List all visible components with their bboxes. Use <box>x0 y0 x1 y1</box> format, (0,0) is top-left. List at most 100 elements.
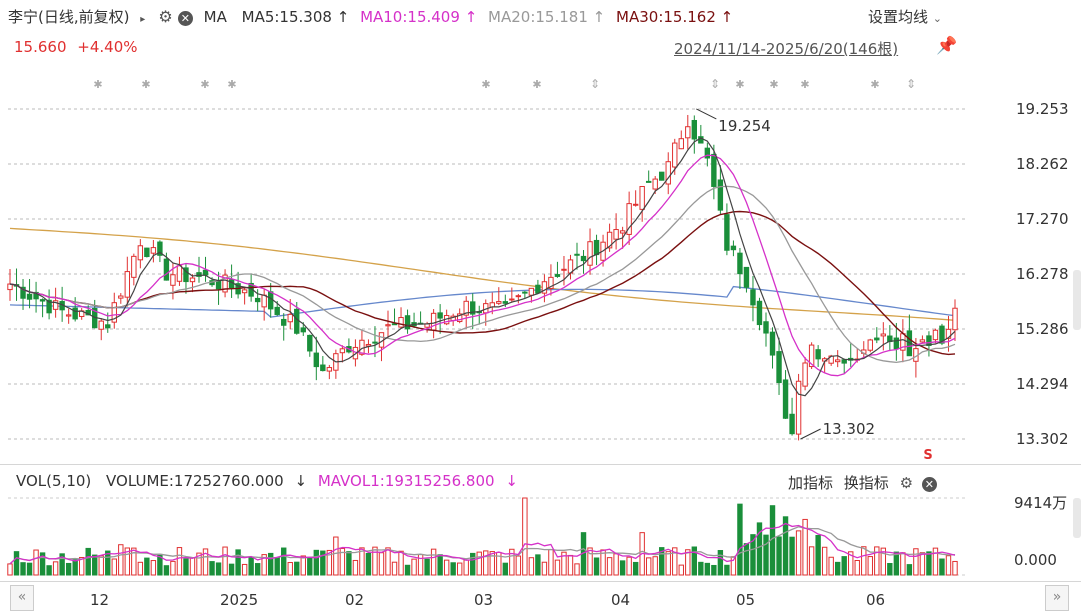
volume-bar <box>952 560 958 576</box>
volume-bar <box>613 553 619 576</box>
volume-bar <box>815 534 821 576</box>
ma-settings-label: 设置均线 <box>868 8 929 26</box>
candle <box>281 318 287 326</box>
volume-bar <box>443 559 450 576</box>
candle <box>437 312 443 319</box>
volume-bar <box>522 497 528 576</box>
high-annotation-pointer <box>696 108 717 120</box>
volume-bar <box>926 551 932 576</box>
volume-bar <box>72 559 78 576</box>
candle <box>795 380 802 435</box>
signal-marker: ✱ <box>227 78 236 91</box>
volume-bar <box>606 557 613 576</box>
change-indicator-button[interactable]: 换指标 <box>843 474 889 492</box>
gear-icon[interactable]: ⚙ <box>899 474 914 492</box>
gear-icon[interactable]: ⚙ <box>158 7 173 26</box>
volume-bar <box>880 547 887 576</box>
volume-bar <box>359 547 365 576</box>
volume-bar <box>548 549 554 576</box>
volume-bar <box>287 562 293 576</box>
volume-bar <box>404 564 411 576</box>
candle <box>157 241 163 256</box>
candle <box>72 307 78 320</box>
ma5-line <box>9 137 956 397</box>
low-annotation-pointer <box>800 428 821 440</box>
candle <box>652 178 658 190</box>
candle <box>254 297 261 303</box>
close-icon[interactable]: ✕ <box>177 11 193 26</box>
candlestick-chart[interactable]: 19.253 18.262 17.270 16.278 15.286 14.294 13.3… <box>0 66 1081 466</box>
volume-bar <box>698 561 704 576</box>
candle <box>150 247 157 254</box>
candle <box>893 337 900 350</box>
close-icon[interactable]: ✕ <box>921 477 937 492</box>
candle <box>730 245 737 251</box>
scrollbar-thumb[interactable] <box>1073 498 1081 538</box>
candle <box>509 298 515 301</box>
volume-bar <box>678 564 684 576</box>
volume-bar <box>593 557 600 576</box>
volume-bar <box>743 543 750 576</box>
x-tick-label: 02 <box>345 591 365 609</box>
volume-bar <box>215 562 222 576</box>
candle <box>841 359 847 364</box>
volume-bar <box>150 560 157 576</box>
candle <box>945 328 952 339</box>
ma-settings-button[interactable]: 设置均线 ⌄ <box>868 6 942 27</box>
candle <box>131 255 137 278</box>
ma30-arrow: ↑ <box>720 8 734 26</box>
stock-title: 李宁(日线,前复权) <box>8 8 130 26</box>
volume-chart[interactable]: 9414万 0.000 <box>0 490 1081 580</box>
candle <box>561 268 567 271</box>
ma30-value: MA30:15.162 <box>616 8 716 26</box>
volume-bar <box>7 563 13 576</box>
candle <box>33 291 39 300</box>
volume-bar <box>437 554 443 576</box>
scroll-left-button[interactable]: « <box>10 585 34 611</box>
volume-bar <box>776 536 782 576</box>
candle <box>105 324 111 329</box>
volume-bar <box>665 551 671 576</box>
volume-bar <box>430 548 437 576</box>
volume-bar <box>535 554 541 576</box>
pin-icon[interactable]: 📌 <box>936 36 958 56</box>
volume-bar <box>254 563 261 576</box>
candle <box>52 300 59 310</box>
candle <box>548 276 554 289</box>
volume-bar <box>763 534 769 576</box>
volume-bar <box>300 555 306 576</box>
candle <box>952 307 958 331</box>
volume-bar <box>261 554 267 576</box>
panel-divider <box>0 464 1081 465</box>
candle <box>307 334 313 352</box>
y-tick-label: 17.270 <box>1016 210 1069 228</box>
candle <box>339 348 346 354</box>
signal-marker: ⇕ <box>590 77 600 91</box>
ma20-value: MA20:15.181 <box>488 8 588 26</box>
volume-bar <box>346 551 352 576</box>
ma20-arrow: ↑ <box>592 8 606 26</box>
candle <box>241 289 248 294</box>
volume-bar <box>46 565 52 576</box>
signal-marker: ✱ <box>532 78 541 91</box>
scrollbar-thumb[interactable] <box>1073 270 1081 330</box>
volume-bar <box>704 562 711 576</box>
candle <box>808 344 815 368</box>
candle <box>926 335 932 346</box>
expand-arrow-icon[interactable]: ▸ <box>140 14 146 25</box>
volume-bar <box>848 551 854 576</box>
volume-bar <box>893 551 900 576</box>
candle <box>365 343 372 347</box>
candle <box>541 281 548 294</box>
candle <box>287 313 293 323</box>
volume-bar <box>222 546 228 576</box>
date-range[interactable]: 2024/11/14-2025/6/20(146根) <box>674 40 899 58</box>
volume-bar <box>144 557 150 576</box>
volume-bar <box>470 552 476 576</box>
x-tick-label: 04 <box>611 591 631 609</box>
add-indicator-button[interactable]: 加指标 <box>788 474 834 492</box>
ma-long-line <box>9 227 956 321</box>
price-change: +4.40% <box>77 38 138 56</box>
scroll-right-button[interactable]: » <box>1045 585 1069 611</box>
candle <box>267 291 274 310</box>
